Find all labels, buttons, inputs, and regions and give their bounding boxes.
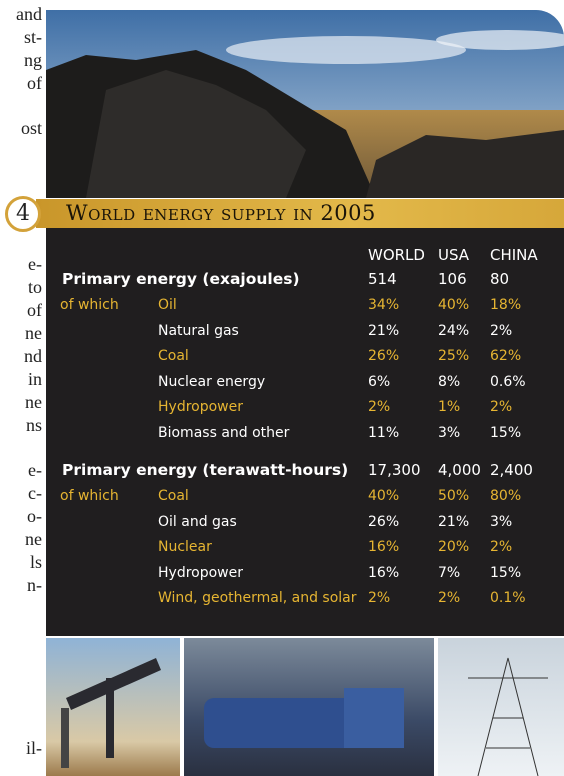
row-value: 7% — [438, 563, 460, 583]
row-label: Oil and gas — [158, 512, 237, 532]
row-label: Nuclear energy — [158, 372, 265, 392]
section-total: 514 — [368, 269, 397, 289]
row-label: Coal — [158, 346, 189, 366]
row-value: 2% — [438, 588, 460, 608]
banner: World energy supply in 2005 — [36, 199, 564, 228]
section-total: 4,000 — [438, 460, 481, 480]
row-value: 40% — [438, 295, 469, 315]
side-text-fragment: c- — [28, 483, 42, 503]
side-text-fragment: n- — [27, 575, 42, 595]
section-title: Primary energy (terawatt-hours) — [62, 460, 348, 480]
row-value: 3% — [490, 512, 512, 532]
row-value: 8% — [438, 372, 460, 392]
side-text-fragment: ng — [24, 50, 42, 70]
side-text-fragment: in — [28, 369, 42, 389]
side-text-fragment: of — [27, 300, 42, 320]
row-value: 26% — [368, 512, 399, 532]
side-text-fragment: ost — [21, 118, 42, 138]
side-text-fragment: ls — [30, 552, 42, 572]
row-value: 2% — [368, 588, 390, 608]
side-text-fragment: to — [28, 277, 42, 297]
oil-pump-art — [46, 638, 180, 776]
pylon-art — [438, 638, 564, 776]
row-value: 15% — [490, 423, 521, 443]
row-value: 25% — [438, 346, 469, 366]
column-header: CHINA — [490, 245, 538, 265]
side-text-fragment: st- — [24, 27, 42, 47]
section-total: 17,300 — [368, 460, 421, 480]
side-text-fragment: il- — [26, 738, 42, 758]
page: and st-ng of ost e-to of ne nd in ne ns e-c-o-ne ls n… — [0, 0, 564, 776]
row-label: Hydropower — [158, 397, 243, 417]
banner-title: World energy supply in 2005 — [66, 201, 376, 225]
row-value: 1% — [438, 397, 460, 417]
side-text-fragment: of — [27, 73, 42, 93]
row-label: Wind, geothermal, and solar — [158, 588, 357, 608]
row-value: 2% — [490, 397, 512, 417]
side-text-fragment: nd — [24, 346, 42, 366]
side-text-fragment: ne — [25, 529, 42, 549]
row-value: 2% — [490, 321, 512, 341]
row-value: 6% — [368, 372, 390, 392]
row-value: 80% — [490, 486, 521, 506]
row-value: 26% — [368, 346, 399, 366]
row-label: Oil — [158, 295, 177, 315]
side-text-fragment: o- — [27, 506, 42, 526]
row-value: 15% — [490, 563, 521, 583]
side-text-fragment: ne — [25, 323, 42, 343]
section-title: Primary energy (exajoules) — [62, 269, 300, 289]
energy-table: WORLD USA CHINA Primary energy (exajoules) 5… — [46, 228, 564, 636]
column-header: USA — [438, 245, 469, 265]
row-value: 2% — [368, 397, 390, 417]
row-value: 16% — [368, 563, 399, 583]
turbine-art — [184, 638, 434, 776]
row-label: Hydropower — [158, 563, 243, 583]
row-value: 40% — [368, 486, 399, 506]
row-value: 34% — [368, 295, 399, 315]
coal-photo — [46, 10, 564, 198]
row-value: 11% — [368, 423, 399, 443]
row-value: 50% — [438, 486, 469, 506]
row-value: 21% — [368, 321, 399, 341]
row-value: 0.1% — [490, 588, 526, 608]
side-text-fragment: ns — [26, 415, 42, 435]
row-value: 21% — [438, 512, 469, 532]
row-value: 62% — [490, 346, 521, 366]
row-label: Nuclear — [158, 537, 212, 557]
row-value: 16% — [368, 537, 399, 557]
oil-pump-photo — [46, 638, 180, 776]
side-text-fragment: ne — [25, 392, 42, 412]
side-text-fragment: e- — [28, 460, 42, 480]
section-total: 106 — [438, 269, 467, 289]
row-prefix: of which — [60, 486, 119, 506]
turbine-hall-photo — [184, 638, 434, 776]
row-label: Natural gas — [158, 321, 239, 341]
row-value: 18% — [490, 295, 521, 315]
power-pylon-photo — [438, 638, 564, 776]
row-label: Biomass and other — [158, 423, 289, 443]
row-value: 24% — [438, 321, 469, 341]
row-value: 20% — [438, 537, 469, 557]
row-label: Coal — [158, 486, 189, 506]
side-text-fragment: e- — [28, 254, 42, 274]
row-value: 0.6% — [490, 372, 526, 392]
section-number: 4 — [5, 196, 41, 232]
column-header: WORLD — [368, 245, 425, 265]
row-prefix: of which — [60, 295, 119, 315]
section-total: 80 — [490, 269, 509, 289]
row-value: 2% — [490, 537, 512, 557]
row-value: 3% — [438, 423, 460, 443]
coal-photo-art — [46, 10, 564, 198]
section-total: 2,400 — [490, 460, 533, 480]
side-text-fragment: and — [16, 4, 42, 24]
